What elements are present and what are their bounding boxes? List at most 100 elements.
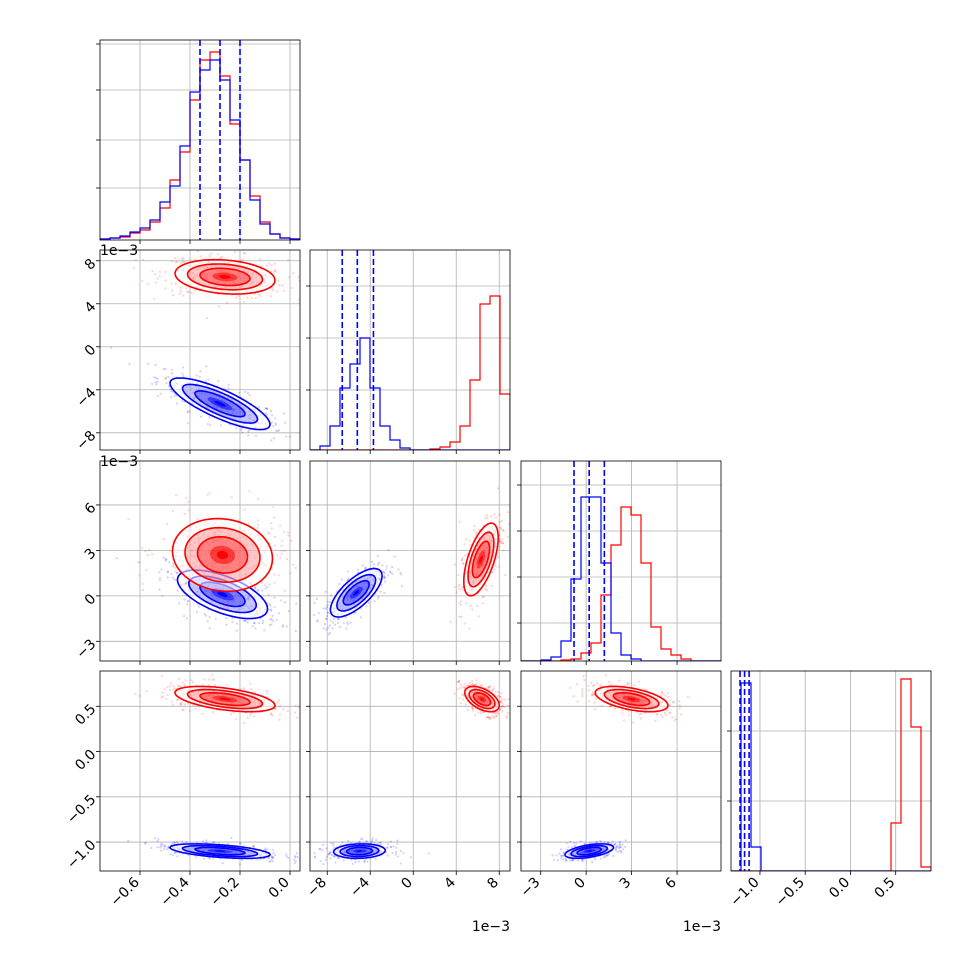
scatter-point bbox=[289, 435, 292, 438]
scatter-point bbox=[197, 605, 200, 608]
scatter-point bbox=[277, 574, 280, 577]
hist-step-blue bbox=[310, 337, 510, 450]
scatter-point bbox=[185, 496, 188, 499]
panel-border bbox=[99, 460, 301, 662]
scatter-point bbox=[367, 601, 370, 605]
scatter-point bbox=[195, 856, 198, 859]
scatter-point bbox=[208, 254, 211, 257]
scatter-point bbox=[502, 541, 505, 545]
scatter-point bbox=[322, 627, 325, 630]
scatter-point bbox=[478, 528, 481, 532]
scatter-point bbox=[326, 604, 329, 607]
scatter-point bbox=[487, 686, 490, 689]
scatter-point bbox=[392, 845, 395, 848]
scatter-point bbox=[498, 513, 501, 516]
scatter-point bbox=[147, 362, 150, 365]
scatter-point bbox=[179, 583, 182, 586]
scatter-point bbox=[270, 609, 273, 612]
contour-line-blue bbox=[194, 846, 246, 856]
scatter-point bbox=[340, 578, 343, 581]
y-tick-label: −0.5 bbox=[64, 792, 99, 827]
scatter-point bbox=[394, 846, 397, 849]
scatter-point bbox=[176, 260, 179, 264]
scatter-point bbox=[477, 711, 480, 714]
scatter-point bbox=[176, 402, 179, 405]
scatter-point bbox=[565, 859, 568, 862]
y-tick-label: 0 bbox=[82, 591, 100, 609]
scatter-point bbox=[186, 290, 189, 293]
scatter-point bbox=[471, 608, 474, 611]
scatter-point bbox=[501, 704, 504, 707]
scatter-point bbox=[461, 685, 464, 688]
scatter-point bbox=[190, 679, 193, 682]
scatter-point bbox=[273, 606, 276, 609]
scatter-point bbox=[272, 856, 275, 859]
scatter-point bbox=[471, 706, 474, 710]
y-tick-label: −8 bbox=[73, 428, 99, 454]
scatter-point bbox=[270, 527, 273, 530]
scatter-point bbox=[197, 250, 200, 253]
scatter-point bbox=[493, 716, 496, 719]
scatter-point bbox=[337, 617, 340, 621]
scatter-point bbox=[236, 622, 239, 625]
scatter-point bbox=[614, 849, 618, 852]
scatter-point bbox=[156, 394, 159, 398]
scatter-point bbox=[502, 529, 505, 532]
scatter-point bbox=[332, 844, 335, 847]
scatter-point bbox=[170, 390, 173, 393]
contour-line-red bbox=[174, 685, 276, 713]
scatter-point bbox=[316, 619, 319, 622]
scatter-point bbox=[266, 407, 269, 410]
scatter-point bbox=[285, 435, 288, 438]
scatter-point bbox=[173, 578, 176, 581]
scatter-point bbox=[165, 848, 169, 851]
scatter-point bbox=[244, 589, 247, 592]
scatter-point bbox=[485, 585, 488, 588]
scatter-point bbox=[211, 673, 214, 676]
scatter-point bbox=[471, 682, 474, 685]
scatter-point bbox=[180, 701, 183, 704]
hist-panel-4: −1.0 −0.5 0.0 0.5 bbox=[727, 670, 932, 910]
scatter-point bbox=[678, 707, 681, 710]
scatter-point bbox=[252, 845, 255, 849]
scatter-point bbox=[476, 605, 479, 608]
scatter-point bbox=[164, 558, 167, 561]
hist-step-blue bbox=[521, 496, 721, 661]
scatter-point bbox=[486, 516, 489, 519]
scatter-point bbox=[626, 681, 629, 685]
scatter-point bbox=[173, 841, 176, 844]
scatter-point bbox=[194, 707, 197, 710]
scatter-point bbox=[332, 842, 335, 845]
scatter-point bbox=[461, 556, 464, 560]
scatter-point bbox=[671, 716, 674, 719]
scatter-point bbox=[324, 590, 327, 593]
scatter-point bbox=[162, 368, 165, 371]
scatter-point bbox=[172, 684, 175, 687]
scatter-point bbox=[294, 860, 297, 863]
scatter-point bbox=[612, 854, 615, 858]
scatter-point bbox=[138, 694, 141, 698]
scatter-point bbox=[581, 695, 584, 698]
scatter-point bbox=[468, 681, 471, 684]
scatter-point bbox=[327, 633, 330, 636]
scatter-point bbox=[614, 846, 617, 850]
scatter-point bbox=[256, 526, 259, 530]
scatter-point bbox=[390, 846, 393, 849]
scatter-point bbox=[621, 709, 624, 712]
scatter-point bbox=[495, 516, 498, 519]
scatter-point bbox=[364, 567, 367, 570]
scatter-point bbox=[171, 390, 174, 393]
scatter-point bbox=[279, 525, 282, 528]
scatter-point bbox=[481, 602, 484, 605]
scatter-point bbox=[243, 508, 246, 511]
scatter-point bbox=[342, 622, 345, 625]
scatter-point bbox=[460, 600, 463, 603]
scatter-point bbox=[178, 702, 182, 705]
scatter-point bbox=[248, 594, 251, 597]
scatter-point bbox=[645, 689, 649, 692]
scatter-point bbox=[247, 430, 250, 433]
scatter-point bbox=[623, 845, 627, 849]
scatter-point bbox=[169, 388, 172, 391]
scatter-point bbox=[571, 858, 574, 862]
scatter-point bbox=[270, 713, 273, 716]
